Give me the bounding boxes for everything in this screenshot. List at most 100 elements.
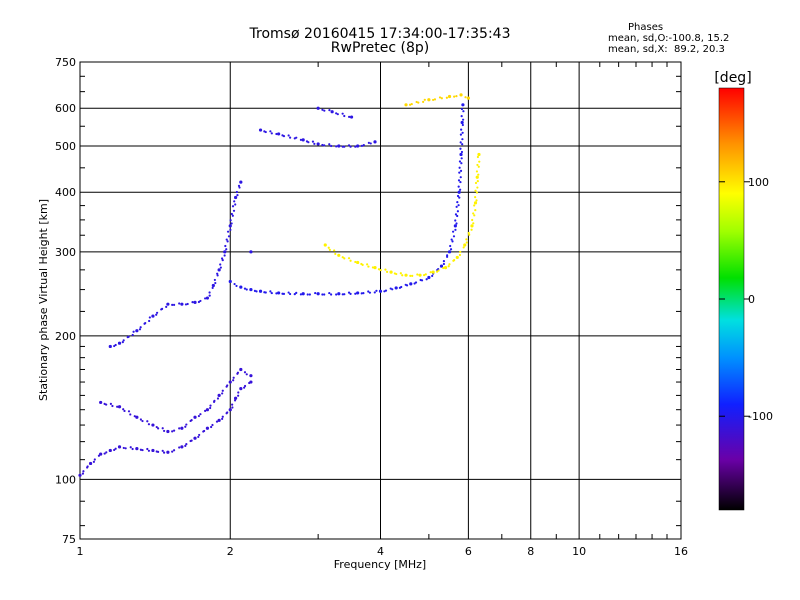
trace-point <box>474 189 477 192</box>
trace-point <box>354 260 357 264</box>
trace-point <box>216 274 219 277</box>
trace-point <box>269 130 272 133</box>
trace-point <box>229 219 232 222</box>
trace-point <box>306 293 309 296</box>
trace-point <box>477 165 480 168</box>
trace-point <box>172 449 176 452</box>
trace-point <box>131 333 134 337</box>
trace-point <box>323 144 326 147</box>
trace-point <box>361 263 364 266</box>
trace-point <box>166 450 170 454</box>
trace-point <box>223 254 226 257</box>
trace-point <box>417 101 420 104</box>
trace-point <box>228 380 232 384</box>
trace-point <box>316 142 320 146</box>
trace-point <box>129 446 132 449</box>
trace-point <box>230 222 233 225</box>
trace-point <box>215 420 219 423</box>
trace-point <box>234 203 237 206</box>
trace-point <box>347 257 351 260</box>
trace-point <box>432 98 435 102</box>
trace-point <box>442 259 446 263</box>
trace-point <box>301 138 305 142</box>
trace-point <box>124 447 127 450</box>
trace-point <box>427 275 431 280</box>
trace-point <box>316 292 320 296</box>
trace-point <box>384 289 388 292</box>
trace-point <box>88 461 93 466</box>
trace-point <box>186 302 189 306</box>
trace-point <box>148 319 151 323</box>
trace-point <box>243 287 247 290</box>
y-tick-label: 400 <box>55 186 76 199</box>
trace-point <box>459 152 463 157</box>
trace-point <box>460 115 463 118</box>
trace-point <box>190 439 193 442</box>
trace-point <box>210 425 213 429</box>
trace-point <box>216 397 220 400</box>
trace-point <box>135 415 139 419</box>
trace-point <box>470 224 474 228</box>
trace-point <box>293 293 296 296</box>
trace-point <box>420 279 424 282</box>
trace-point <box>231 403 234 406</box>
trace-point <box>456 194 460 198</box>
x-tick-label: 6 <box>465 545 472 558</box>
trace-point <box>347 144 351 147</box>
trace-point <box>335 293 338 296</box>
trace-point <box>116 405 119 408</box>
trace-point <box>139 418 142 421</box>
trace-point <box>205 408 210 412</box>
trace-point <box>449 244 452 248</box>
trace-series <box>258 106 377 148</box>
trace-point <box>287 134 290 137</box>
trace-point <box>113 448 116 452</box>
trace-point <box>221 389 224 392</box>
trace-point <box>243 386 246 389</box>
y-tick-label: 300 <box>55 246 76 259</box>
trace-point <box>131 447 134 451</box>
trace-point <box>299 293 303 296</box>
trace-point <box>466 96 470 100</box>
trace-point <box>457 179 461 182</box>
trace-point <box>328 291 331 295</box>
trace-point <box>144 321 147 325</box>
trace-point <box>473 201 478 205</box>
trace-point <box>384 268 387 271</box>
trace-point <box>427 98 431 102</box>
trace-point <box>446 254 449 257</box>
trace-point <box>221 392 224 395</box>
axis-ticks: 1 2 4 6 8 10 16 75 100 200 300 400 500 600 750 <box>55 56 688 558</box>
trace-point <box>249 250 253 254</box>
trace-point <box>330 293 333 296</box>
trace-point <box>409 274 412 277</box>
trace-point <box>409 282 413 286</box>
trace-point <box>307 141 310 144</box>
trace-point <box>439 264 444 268</box>
trace-point <box>157 427 160 430</box>
trace-point <box>229 228 232 231</box>
trace-point <box>238 186 241 189</box>
trace-point <box>442 266 445 270</box>
trace-point <box>335 145 338 148</box>
trace-point <box>378 289 383 293</box>
phases-o-mode: mean, sd,O:-100.8, 15.2 <box>608 33 730 44</box>
trace-point <box>313 142 316 145</box>
trace-point <box>473 204 476 207</box>
trace-point <box>457 204 460 207</box>
trace-point <box>239 367 243 372</box>
trace-point <box>349 145 352 148</box>
trace-point <box>135 447 139 451</box>
trace-point <box>460 128 463 131</box>
trace-point <box>243 371 247 374</box>
trace-point <box>146 420 149 423</box>
trace-point <box>328 109 331 112</box>
trace-point <box>362 292 365 295</box>
trace-point <box>373 140 377 144</box>
trace-point <box>465 241 468 244</box>
trace-point <box>335 112 338 115</box>
trace-point <box>362 143 365 147</box>
trace-point <box>282 135 286 138</box>
trace-point <box>249 287 253 292</box>
trace-point <box>204 297 207 300</box>
